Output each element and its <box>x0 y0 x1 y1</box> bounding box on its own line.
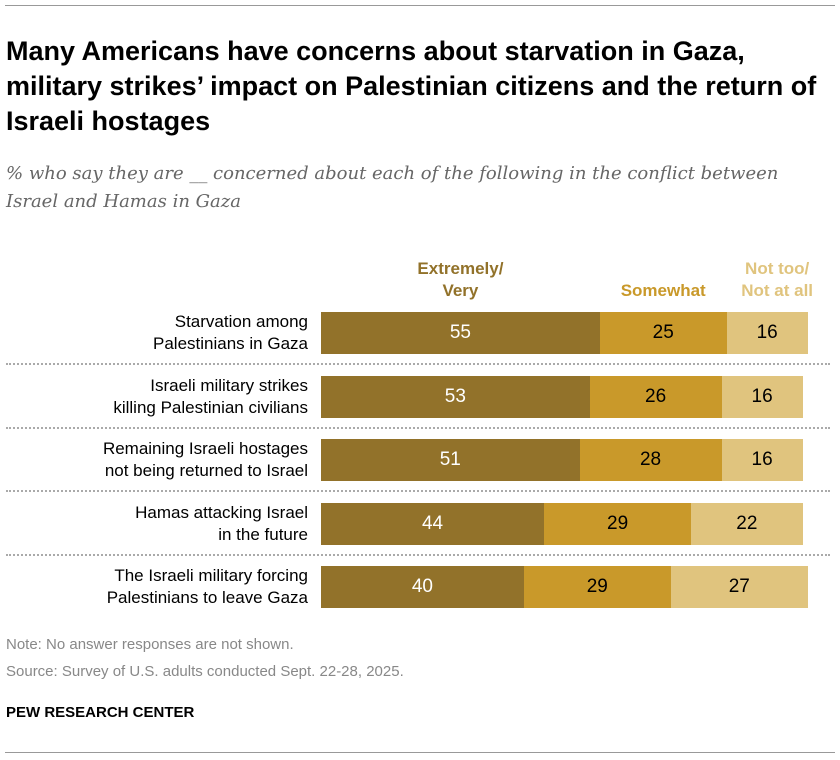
bar-segment: 16 <box>721 439 803 481</box>
bar-segment: 22 <box>691 502 803 545</box>
bar-segment: 16 <box>721 375 803 418</box>
data-label: 26 <box>645 385 667 407</box>
bar-segment: 29 <box>523 566 671 608</box>
row-separator <box>6 490 830 492</box>
bar-segment: 29 <box>544 502 692 545</box>
bar-segment: 55 <box>321 312 600 354</box>
note: Note: No answer responses are not shown. <box>6 636 294 653</box>
legend-item: Not too/Not at all <box>741 259 814 300</box>
bar-segment: 27 <box>670 566 808 608</box>
brand-logo-text: PEW RESEARCH CENTER <box>6 704 195 721</box>
row-separator <box>6 426 830 429</box>
bar-segment: 51 <box>321 439 580 481</box>
data-label: 28 <box>639 449 662 470</box>
data-label: 16 <box>756 322 778 343</box>
bar-segment: 16 <box>726 312 808 354</box>
data-label: 29 <box>607 512 629 534</box>
data-label: 53 <box>444 385 466 407</box>
data-label: 16 <box>751 385 773 407</box>
data-label: 25 <box>652 322 674 343</box>
legend-item: Extremely/Very <box>417 259 504 300</box>
data-label: 44 <box>421 512 444 534</box>
chart-subtitle: % who say they are __ concerned about ea… <box>6 163 779 212</box>
category-label: Hamas attacking Israel in the future <box>135 502 308 544</box>
top-rule <box>5 5 835 6</box>
category-label: Starvation among Palestinians in Gaza <box>153 312 308 353</box>
category-label: Remaining Israeli hostages not being retu… <box>102 439 308 480</box>
chart-title: Many Americans have concerns about starv… <box>6 36 817 136</box>
legend-item: Somewhat <box>620 281 706 300</box>
category-label: The Israeli military forcing Palestinians… <box>106 566 308 607</box>
bar-segment: 53 <box>321 375 590 418</box>
category-label: Israeli military strikes killing Palestin… <box>113 375 308 417</box>
bar-segment: 26 <box>589 375 722 418</box>
bar-segment: 25 <box>599 312 727 354</box>
data-label: 29 <box>586 576 608 597</box>
data-label: 16 <box>751 449 773 470</box>
row-separator <box>6 363 830 365</box>
row-separator <box>6 553 830 556</box>
data-label: 27 <box>728 576 750 597</box>
bar-segment: 28 <box>579 439 722 481</box>
bar-segment: 44 <box>321 502 545 545</box>
data-label: 51 <box>439 449 461 470</box>
data-label: 55 <box>449 322 471 343</box>
data-label: 40 <box>411 576 433 597</box>
data-label: 22 <box>736 512 758 534</box>
bar-segment: 40 <box>321 566 524 608</box>
bottom-rule <box>5 752 835 753</box>
source: Source: Survey of U.S. adults conducted … <box>6 663 404 680</box>
